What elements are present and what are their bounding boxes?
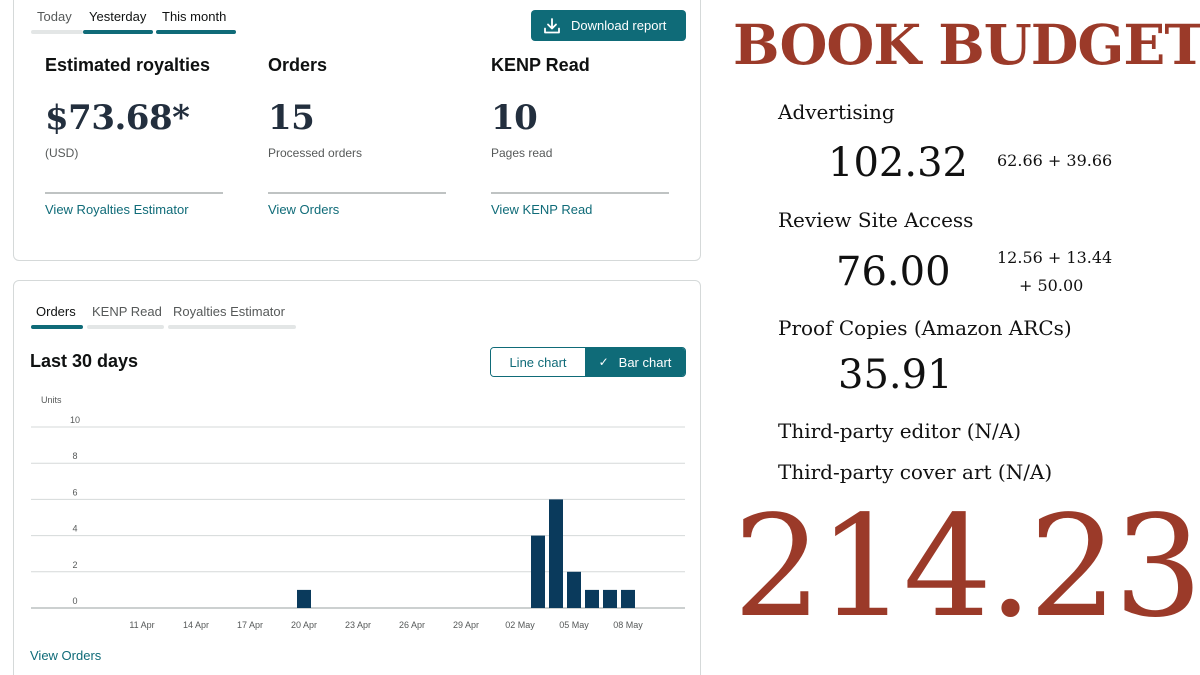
metric-subtitle: Pages read — [491, 146, 553, 160]
budget-total: 214.23 — [733, 486, 1200, 649]
metric-royalties: Estimated royalties $73.68* (USD) View R… — [45, 55, 223, 217]
tab-orders[interactable]: Orders — [31, 304, 83, 329]
budget-item-proof-label: Proof Copies (Amazon ARCs) — [778, 316, 1072, 340]
metric-value: 10 — [491, 98, 538, 138]
x-tick-label: 20 Apr — [291, 620, 317, 630]
chart-tabs: Orders KENP Read Royalties Estimator — [31, 304, 296, 329]
metric-subtitle: (USD) — [45, 146, 79, 160]
metric-kenp-read: KENP Read 10 Pages read View KENP Read — [491, 55, 669, 217]
budget-item-review-amount: 76.00 — [836, 249, 951, 295]
x-tick-label: 14 Apr — [183, 620, 209, 630]
x-tick-label: 17 Apr — [237, 620, 263, 630]
x-tick-label: 02 May — [505, 620, 535, 630]
budget-item-advertising-amount: 102.32 — [828, 140, 968, 186]
y-tick-label: 10 — [70, 415, 80, 425]
budget-item-advertising-label: Advertising — [778, 100, 895, 124]
budget-item-review-calc-2: + 50.00 — [1019, 276, 1084, 295]
metric-value: 15 — [268, 98, 315, 138]
bar — [531, 535, 545, 608]
bar — [585, 589, 599, 608]
divider — [45, 192, 223, 194]
y-tick-label: 6 — [72, 487, 77, 497]
metric-title: KENP Read — [491, 55, 590, 75]
view-orders-footer-link[interactable]: View Orders — [30, 648, 102, 663]
divider — [268, 192, 446, 194]
bar — [297, 589, 311, 608]
download-report-label: Download report — [571, 18, 667, 33]
budget-item-cover-art-label: Third-party cover art (N/A) — [778, 460, 1053, 484]
budget-item-proof-amount: 35.91 — [838, 352, 953, 398]
view-orders-link[interactable]: View Orders — [268, 202, 340, 217]
line-chart-button[interactable]: Line chart — [491, 348, 585, 376]
y-tick-label: 0 — [72, 596, 77, 606]
view-kenp-read-link[interactable]: View KENP Read — [491, 202, 593, 217]
tab-this-month[interactable]: This month — [156, 9, 236, 34]
y-tick-label: 2 — [72, 560, 77, 570]
y-axis-label: Units — [41, 395, 62, 405]
royalties-summary-card: Today Yesterday This month Download repo… — [13, 0, 701, 261]
divider — [491, 192, 669, 194]
metric-subtitle: Processed orders — [268, 146, 363, 160]
download-icon — [544, 17, 560, 33]
tab-royalties-estimator[interactable]: Royalties Estimator — [168, 304, 296, 329]
budget-item-review-calc-1: 12.56 + 13.44 — [997, 248, 1113, 267]
tab-yesterday[interactable]: Yesterday — [83, 9, 153, 34]
view-royalties-estimator-link[interactable]: View Royalties Estimator — [45, 202, 189, 217]
metric-title: Orders — [268, 55, 328, 75]
tab-kenp-read[interactable]: KENP Read — [87, 304, 164, 329]
x-tick-label: 05 May — [559, 620, 589, 630]
bar — [549, 499, 563, 608]
budget-title: BOOK BUDGET — [733, 12, 1200, 77]
bar-chart-button[interactable]: ✓ Bar chart — [585, 348, 685, 376]
download-report-button[interactable]: Download report — [531, 10, 686, 41]
budget-item-advertising-calc: 62.66 + 39.66 — [997, 151, 1113, 170]
orders-chart-card: Orders KENP Read Royalties Estimator Las… — [13, 280, 701, 675]
metric-title: Estimated royalties — [45, 55, 211, 75]
y-tick-label: 4 — [72, 524, 77, 534]
metric-value: $73.68* — [45, 98, 190, 138]
bar-chart-label: Bar chart — [618, 354, 672, 370]
checkmark-icon: ✓ — [598, 355, 609, 369]
period-tabs: Today Yesterday This month — [31, 9, 236, 34]
x-tick-label: 11 Apr — [129, 620, 154, 630]
x-tick-label: 26 Apr — [399, 620, 425, 630]
x-tick-label: 23 Apr — [345, 620, 371, 630]
metric-orders: Orders 15 Processed orders View Orders — [268, 55, 446, 217]
x-tick-label: 29 Apr — [453, 620, 479, 630]
bar — [603, 589, 617, 608]
chart-type-toggle: Line chart ✓ Bar chart — [490, 347, 686, 377]
budget-item-editor-label: Third-party editor (N/A) — [778, 419, 1022, 443]
bar — [567, 571, 581, 608]
chart-title: Last 30 days — [30, 351, 139, 371]
x-tick-label: 08 May — [613, 620, 643, 630]
y-tick-label: 8 — [72, 451, 77, 461]
tab-today[interactable]: Today — [31, 9, 83, 34]
bar — [621, 589, 635, 608]
budget-item-review-label: Review Site Access — [778, 208, 974, 232]
orders-bar-chart: Units 0 2 4 6 8 10 11 Apr 14 Apr 17 Apr 20 Apr 23 A… — [31, 395, 685, 630]
